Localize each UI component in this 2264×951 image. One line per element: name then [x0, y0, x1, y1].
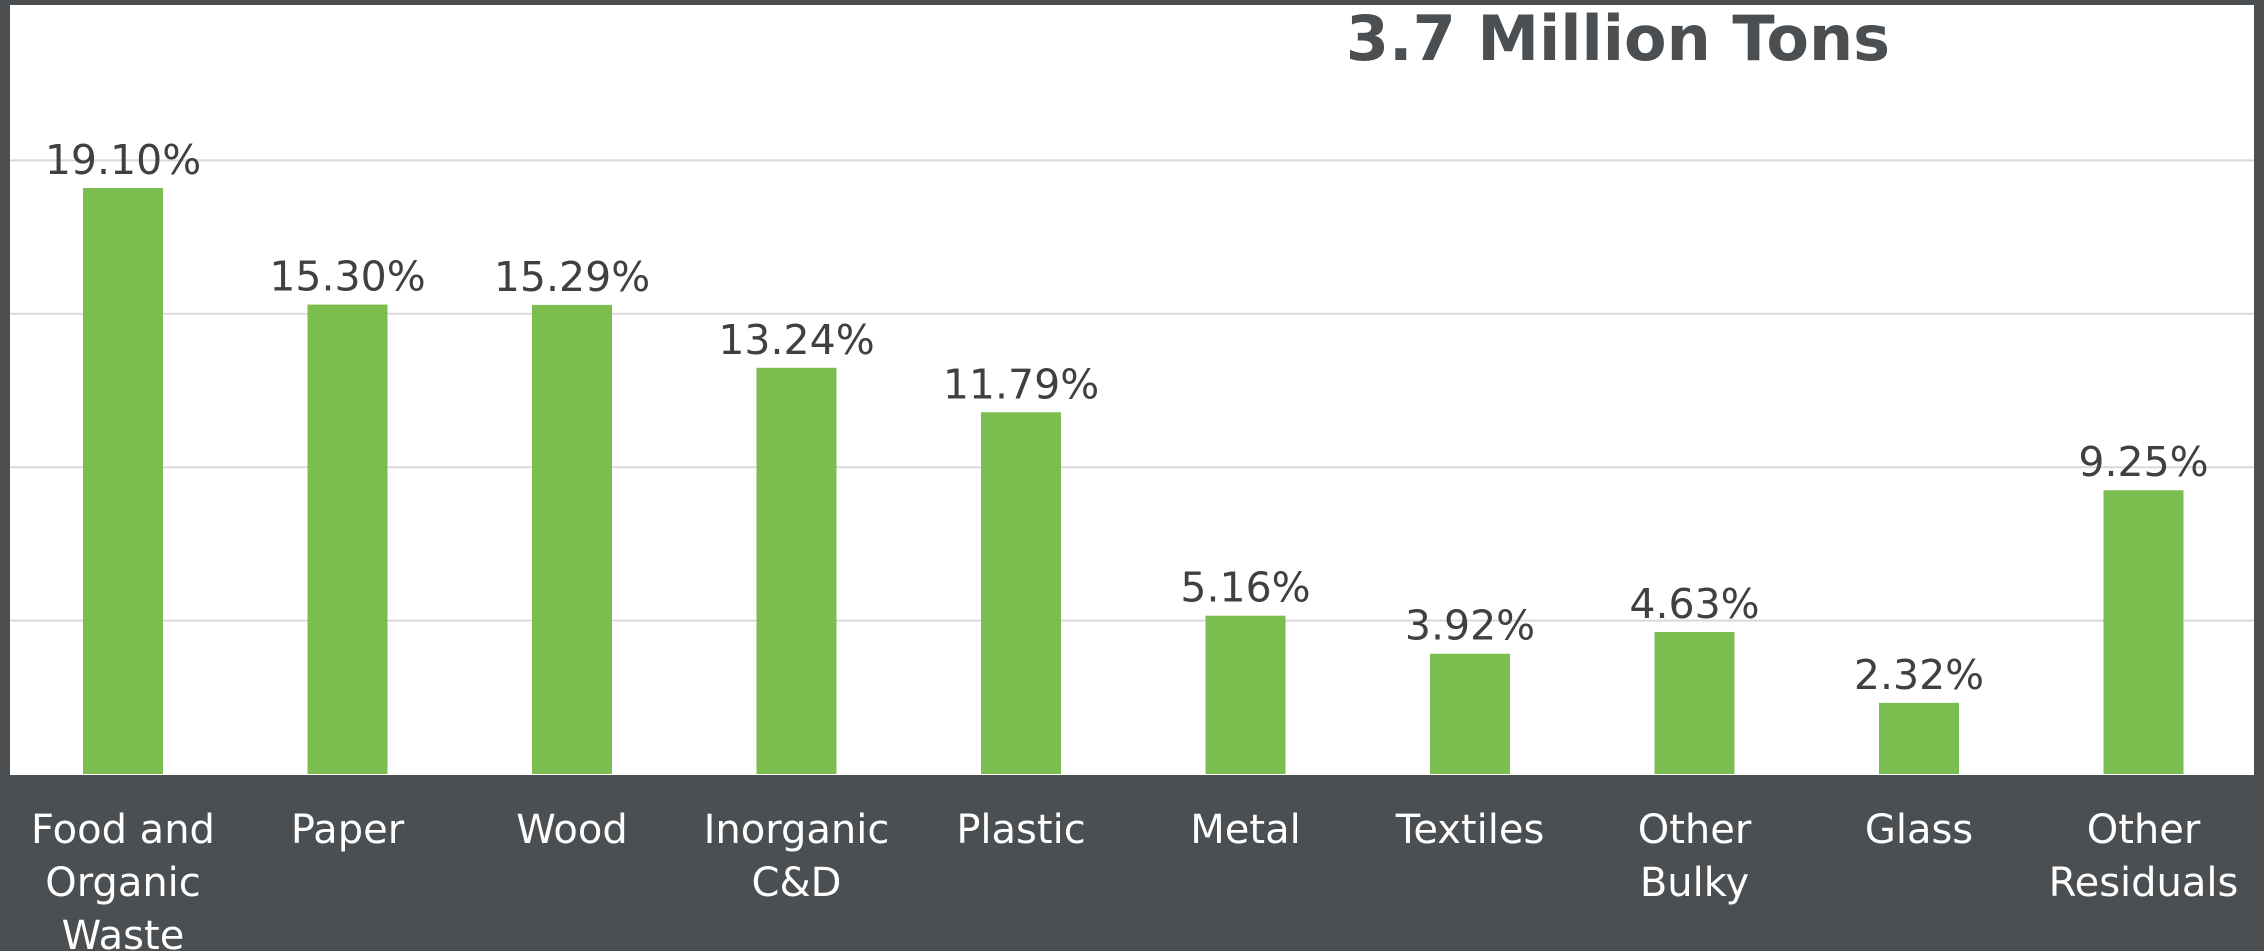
bar-5 [1205, 615, 1286, 774]
bar-1 [307, 304, 388, 774]
category-label-line: Organic [45, 860, 201, 906]
bar-2 [532, 304, 612, 774]
bar-4 [981, 412, 1061, 774]
bar-3 [756, 367, 837, 774]
category-labels: Food and Organic Waste Paper Wood Inorganic C&… [31, 807, 2238, 951]
category-label-line: Other [2087, 807, 2201, 853]
data-label-8: 2.32% [1854, 651, 1984, 699]
data-label-6: 3.92% [1405, 602, 1535, 650]
data-labels: 19.10% 15.30% 15.29% 13.24% 11.79% 5.16% 3.92%… [45, 136, 2209, 699]
category-label-line: Other [1638, 807, 1752, 853]
bar-9 [2103, 490, 2184, 774]
bar-7 [1654, 631, 1735, 774]
category-label-line: Food and [31, 807, 215, 853]
category-label-line: Residuals [2049, 860, 2239, 906]
category-label-9: Other Residuals [2049, 807, 2239, 906]
category-label-line: Bulky [1640, 860, 1749, 906]
category-label-line: Inorganic [704, 807, 890, 853]
bar-8 [1879, 702, 1959, 774]
category-label-5: Metal [1190, 807, 1300, 853]
data-label-0: 19.10% [45, 136, 201, 184]
category-label-line: Wood [516, 807, 628, 853]
data-label-3: 13.24% [718, 316, 874, 364]
data-label-7: 4.63% [1629, 580, 1759, 628]
data-label-2: 15.29% [494, 253, 650, 301]
category-label-2: Wood [516, 807, 628, 853]
category-label-line: Paper [291, 807, 405, 853]
category-label-line: Textiles [1395, 807, 1545, 853]
category-label-line: Plastic [956, 807, 1085, 853]
category-label-1: Paper [291, 807, 405, 853]
bar-0 [83, 188, 163, 775]
category-label-4: Plastic [956, 807, 1085, 853]
category-label-line: Metal [1190, 807, 1300, 853]
data-label-9: 9.25% [2078, 438, 2208, 486]
bar-6 [1430, 653, 1510, 774]
data-label-4: 11.79% [943, 360, 1099, 408]
category-label-3: Inorganic C&D [704, 807, 890, 906]
category-label-6: Textiles [1395, 807, 1545, 853]
bars [83, 188, 2184, 775]
data-label-5: 5.16% [1180, 564, 1310, 612]
category-label-8: Glass [1865, 807, 1973, 853]
data-label-1: 15.30% [269, 253, 425, 301]
category-label-0: Food and Organic Waste [31, 807, 215, 951]
category-label-line: Glass [1865, 807, 1973, 853]
category-label-line: C&D [752, 860, 842, 906]
category-label-7: Other Bulky [1638, 807, 1752, 906]
chart-title: 3.7 Million Tons [1346, 2, 1890, 75]
category-label-line: Waste [62, 913, 185, 951]
